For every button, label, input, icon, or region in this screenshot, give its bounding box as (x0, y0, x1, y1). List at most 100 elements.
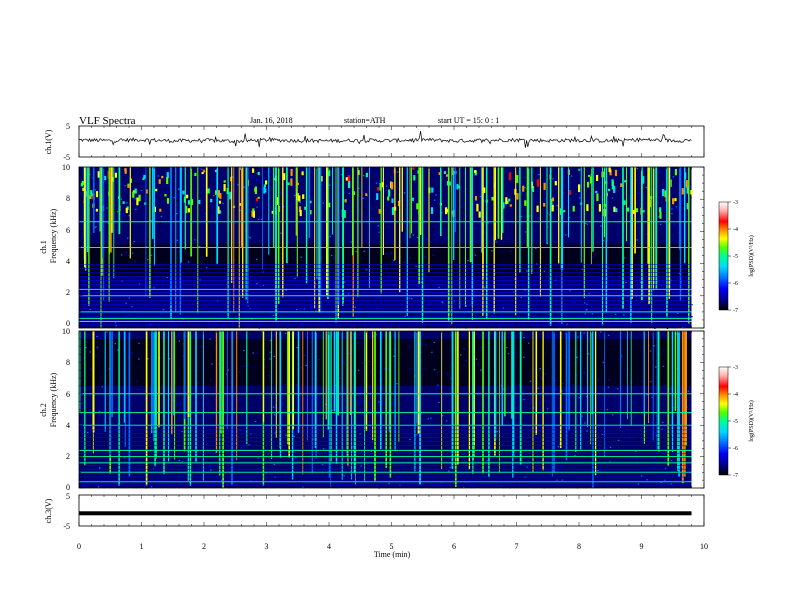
spectrogram-speckle (228, 268, 231, 270)
spectrogram-speckle (258, 285, 260, 287)
spectrogram-speckle (280, 232, 282, 234)
spectrogram-speckle (300, 256, 302, 258)
spectrogram-speckle (543, 467, 545, 469)
spectrogram-speckle (405, 222, 408, 225)
spectrogram-speckle (664, 451, 667, 453)
spectrogram-speckle (685, 465, 687, 467)
ch3-voltage-label: ch.3(V) (44, 498, 53, 523)
spectrogram-speckle (171, 466, 173, 468)
spectrogram-speckle (528, 215, 531, 217)
spectrogram-speckle (465, 305, 468, 307)
spectrogram-speckle (655, 366, 657, 368)
spectrogram-speckle (662, 350, 664, 353)
spectrogram-speckle (539, 177, 541, 180)
spectrogram-speckle (220, 475, 223, 477)
spectrogram-speckle (360, 255, 362, 257)
spectrogram-speckle (603, 296, 605, 298)
spectrogram-speckle (674, 252, 677, 254)
spectrogram-speckle (445, 225, 447, 227)
spectrogram-speckle (232, 426, 234, 428)
spectrogram-emission (95, 191, 99, 198)
spectrogram-speckle (89, 308, 91, 310)
spectrogram-speckle (255, 306, 257, 309)
spectrogram-speckle (650, 355, 653, 357)
spectrogram-speckle (329, 202, 332, 204)
spectrogram-speckle (148, 343, 150, 345)
spectrogram-speckle (296, 308, 298, 310)
spectrogram-speckle (527, 342, 530, 344)
spectrogram-speckle (612, 177, 615, 179)
spectrogram-speckle (585, 209, 587, 211)
spectrogram-speckle (204, 212, 206, 214)
spectrogram-speckle (656, 454, 658, 456)
spectrogram-speckle (638, 196, 641, 198)
spectrogram-speckle (180, 270, 182, 272)
spectrogram-emission (614, 169, 618, 177)
spectrogram-speckle (394, 274, 396, 276)
spectrogram-emission (276, 197, 279, 205)
spectrogram-speckle (95, 226, 97, 228)
spectrogram-speckle (202, 216, 205, 218)
spectrogram-speckle (224, 305, 227, 307)
spectrogram-emission (111, 177, 114, 182)
spectrogram-emission (378, 209, 381, 214)
spectrogram-speckle (400, 279, 403, 281)
spectrogram-speckle (390, 403, 393, 405)
spectrogram-speckle (168, 337, 171, 339)
spectrogram-emission (155, 188, 158, 192)
spectrogram-speckle (225, 483, 228, 485)
spectrogram-speckle (396, 383, 398, 385)
spectrogram-speckle (661, 201, 663, 203)
spectrogram-emission (627, 207, 630, 212)
spectrogram-speckle (134, 261, 137, 263)
spectrogram-speckle (193, 252, 195, 254)
spectrogram-emission (104, 175, 107, 181)
spectrogram-speckle (126, 478, 128, 480)
spectrogram-speckle (247, 305, 249, 307)
spectrogram-speckle (581, 415, 583, 417)
spectrogram-speckle (293, 435, 295, 437)
spectrogram-speckle (357, 416, 359, 418)
spectrogram-emission (290, 178, 293, 186)
spectrogram-speckle (446, 373, 449, 375)
spectrogram-speckle (331, 255, 333, 257)
spectrogram-speckle (337, 430, 340, 432)
spectrogram-emission (624, 180, 627, 183)
spectrogram-speckle (344, 281, 346, 283)
spectrogram-emission (609, 169, 612, 176)
spectrogram-speckle (554, 397, 556, 399)
spectrogram-speckle (678, 231, 680, 233)
spectrogram-speckle (489, 302, 491, 304)
spectrogram-speckle (514, 207, 516, 209)
spectrogram-speckle (577, 213, 579, 215)
spectrogram-speckle (304, 346, 306, 348)
spectrogram-speckle (248, 396, 250, 398)
spectrogram-speckle (440, 303, 442, 305)
spectrogram-speckle (295, 376, 297, 378)
spectrogram-speckle (584, 175, 586, 177)
spectrogram-speckle (450, 377, 452, 379)
figure-title: VLF Spectra (79, 115, 136, 127)
spectrogram-speckle (284, 332, 287, 334)
spectrogram-speckle (251, 176, 253, 178)
spectrogram-speckle (267, 442, 269, 444)
spectrogram-speckle (609, 389, 612, 391)
spectrogram-speckle (678, 177, 680, 179)
spectrogram-speckle (649, 190, 652, 192)
time-axis-label: Time (min) (374, 550, 411, 559)
spectrogram-speckle (370, 372, 373, 374)
spectrogram-speckle (660, 481, 662, 483)
spectrogram-speckle (378, 231, 380, 233)
spectrogram-speckle (415, 278, 418, 280)
spectrogram-speckle (557, 470, 559, 472)
spectrogram-speckle (481, 323, 483, 326)
spectrogram-speckle (302, 249, 305, 251)
spectrogram-speckle (502, 432, 504, 434)
spectrogram-speckle (256, 206, 258, 208)
spectrogram-speckle (355, 274, 358, 276)
spectrogram-speckle (273, 334, 276, 336)
spectrogram-speckle (225, 373, 228, 375)
spectrogram-speckle (449, 466, 452, 468)
spectrogram-speckle (285, 337, 287, 339)
ch1-spectrogram (79, 166, 704, 329)
